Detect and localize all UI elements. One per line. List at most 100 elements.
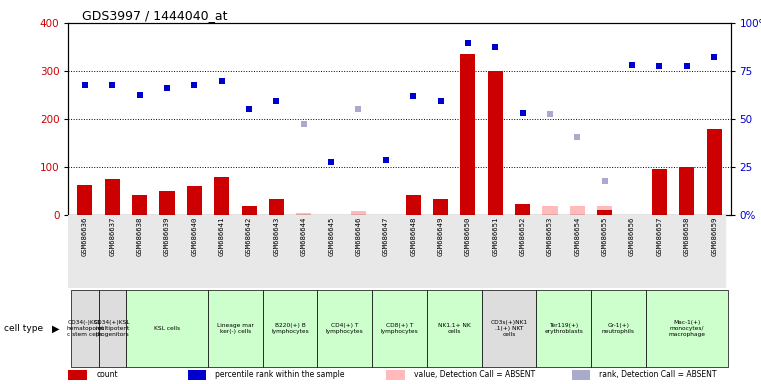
Text: GSM686652: GSM686652 xyxy=(520,217,526,256)
Text: value, Detection Call = ABSENT: value, Detection Call = ABSENT xyxy=(414,370,535,379)
Text: GSM686656: GSM686656 xyxy=(629,217,635,256)
Text: GSM686644: GSM686644 xyxy=(301,217,307,256)
Bar xyxy=(269,199,284,215)
Bar xyxy=(99,290,126,367)
Point xyxy=(708,53,720,60)
Text: GSM686646: GSM686646 xyxy=(355,217,361,256)
Bar xyxy=(188,370,206,380)
Point xyxy=(544,111,556,118)
Bar xyxy=(488,71,503,215)
Point xyxy=(654,63,666,70)
Text: GSM686642: GSM686642 xyxy=(246,217,252,256)
Bar xyxy=(482,290,537,367)
Bar xyxy=(537,290,591,367)
Bar xyxy=(372,290,427,367)
Text: GSM686640: GSM686640 xyxy=(191,217,197,256)
Point xyxy=(380,157,392,163)
Text: NK1.1+ NK
cells: NK1.1+ NK cells xyxy=(438,323,470,334)
Text: GSM686641: GSM686641 xyxy=(218,217,224,256)
Bar xyxy=(387,370,405,380)
Bar xyxy=(652,169,667,215)
Text: rank, Detection Call = ABSENT: rank, Detection Call = ABSENT xyxy=(600,370,717,379)
Bar xyxy=(433,199,448,215)
Bar xyxy=(263,290,317,367)
Text: GDS3997 / 1444040_at: GDS3997 / 1444040_at xyxy=(81,9,228,22)
Text: cell type: cell type xyxy=(4,324,43,333)
Text: GSM686645: GSM686645 xyxy=(328,217,334,256)
Text: GSM686655: GSM686655 xyxy=(602,217,608,256)
Text: GSM686651: GSM686651 xyxy=(492,217,498,256)
Bar xyxy=(160,191,174,215)
Text: count: count xyxy=(97,370,118,379)
Text: B220(+) B
lymphocytes: B220(+) B lymphocytes xyxy=(271,323,309,334)
Text: Gr-1(+)
neutrophils: Gr-1(+) neutrophils xyxy=(602,323,635,334)
Bar xyxy=(591,290,646,367)
Text: GSM686636: GSM686636 xyxy=(82,217,88,256)
Bar xyxy=(406,195,421,215)
Bar xyxy=(597,207,613,215)
Bar xyxy=(515,204,530,215)
Bar xyxy=(214,177,229,215)
Text: percentile rank within the sample: percentile rank within the sample xyxy=(215,370,345,379)
Point xyxy=(352,106,365,113)
Text: GSM686657: GSM686657 xyxy=(657,217,662,256)
Point xyxy=(680,63,693,70)
Text: CD34(+)KSL
multipotent
progenitors: CD34(+)KSL multipotent progenitors xyxy=(94,320,131,337)
Bar xyxy=(597,210,613,215)
Bar xyxy=(351,211,366,215)
Bar xyxy=(132,195,147,215)
Bar xyxy=(78,185,92,215)
Point xyxy=(215,78,228,84)
Text: GSM686648: GSM686648 xyxy=(410,217,416,256)
Bar xyxy=(646,290,728,367)
Point xyxy=(107,83,119,89)
Text: GSM686643: GSM686643 xyxy=(273,217,279,256)
Text: GSM686650: GSM686650 xyxy=(465,217,471,256)
Bar xyxy=(317,290,372,367)
Bar xyxy=(707,129,721,215)
Text: CD4(+) T
lymphocytes: CD4(+) T lymphocytes xyxy=(326,323,364,334)
Bar xyxy=(72,290,99,367)
Text: GSM686653: GSM686653 xyxy=(547,217,553,256)
Text: CD34(-)KSL
hematopoiet
c stem cells: CD34(-)KSL hematopoiet c stem cells xyxy=(66,320,103,337)
Bar xyxy=(680,167,694,215)
Point xyxy=(517,110,529,116)
Point xyxy=(489,44,501,50)
Point xyxy=(133,92,145,98)
Text: GSM686654: GSM686654 xyxy=(575,217,581,256)
Point xyxy=(626,62,638,68)
Point xyxy=(188,83,200,89)
Bar xyxy=(208,290,263,367)
Bar xyxy=(427,290,482,367)
Text: GSM686638: GSM686638 xyxy=(137,217,142,256)
Point xyxy=(161,85,173,91)
Bar xyxy=(241,207,256,215)
Text: Lineage mar
ker(-) cells: Lineage mar ker(-) cells xyxy=(217,323,254,334)
Point xyxy=(572,134,584,140)
Point xyxy=(380,157,392,163)
Bar xyxy=(460,54,476,215)
Point xyxy=(325,159,337,166)
Bar xyxy=(572,370,591,380)
Text: ▶: ▶ xyxy=(52,323,59,333)
Bar xyxy=(126,290,208,367)
Point xyxy=(298,121,310,127)
Text: GSM686647: GSM686647 xyxy=(383,217,389,256)
Point xyxy=(243,106,255,113)
Text: GSM686637: GSM686637 xyxy=(110,217,115,256)
Bar xyxy=(296,213,311,215)
Point xyxy=(462,40,474,46)
Bar xyxy=(68,370,87,380)
Point xyxy=(435,98,447,104)
Text: Mac-1(+)
monocytes/
macrophage: Mac-1(+) monocytes/ macrophage xyxy=(668,320,705,337)
Point xyxy=(599,178,611,185)
Text: GSM686649: GSM686649 xyxy=(438,217,444,256)
Bar xyxy=(543,207,558,215)
Point xyxy=(270,98,282,104)
Text: GSM686659: GSM686659 xyxy=(711,217,717,256)
Point xyxy=(79,83,91,89)
Text: GSM686639: GSM686639 xyxy=(164,217,170,256)
Text: KSL cells: KSL cells xyxy=(154,326,180,331)
Text: GSM686658: GSM686658 xyxy=(684,217,689,256)
Point xyxy=(407,93,419,99)
